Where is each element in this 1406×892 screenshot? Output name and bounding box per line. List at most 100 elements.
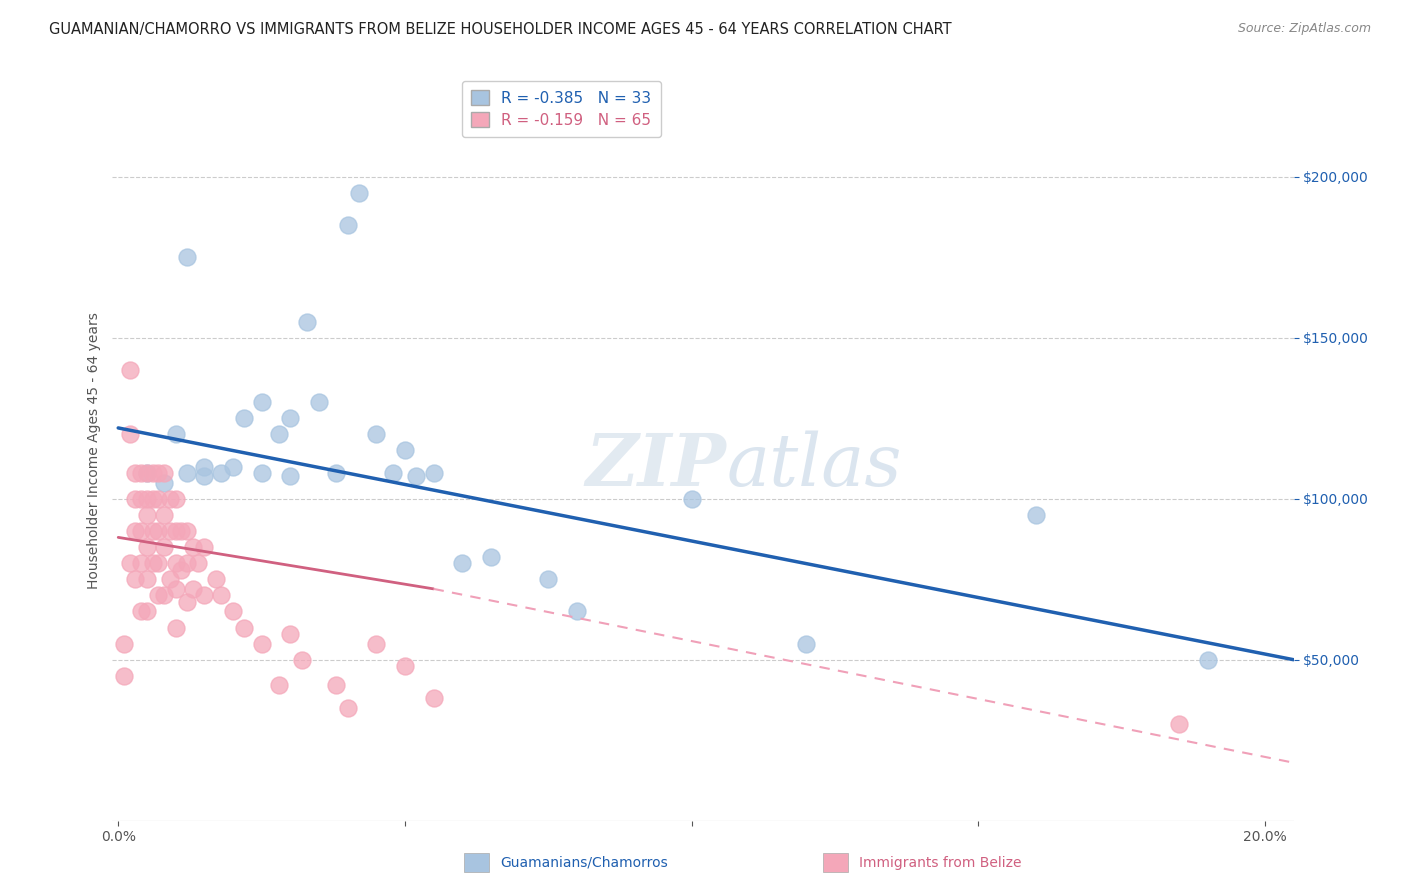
Point	[681, 491, 703, 506]
Point	[267, 678, 290, 692]
Text: GUAMANIAN/CHAMORRO VS IMMIGRANTS FROM BELIZE HOUSEHOLDER INCOME AGES 45 - 64 YEA: GUAMANIAN/CHAMORRO VS IMMIGRANTS FROM BE…	[49, 22, 952, 37]
Point	[193, 469, 215, 483]
Point	[159, 491, 181, 506]
Point	[153, 466, 176, 480]
Point	[165, 556, 187, 570]
Point	[366, 427, 388, 442]
Point	[233, 411, 256, 425]
Point	[142, 556, 165, 570]
Point	[1025, 508, 1047, 522]
Point	[297, 315, 319, 329]
Point	[142, 466, 165, 480]
Point	[135, 540, 157, 554]
Point	[250, 395, 273, 409]
Point	[176, 524, 198, 538]
Point	[170, 524, 193, 538]
Text: Source: ZipAtlas.com: Source: ZipAtlas.com	[1237, 22, 1371, 36]
Text: Immigrants from Belize: Immigrants from Belize	[859, 855, 1022, 870]
Point	[336, 218, 359, 232]
Point	[135, 508, 157, 522]
Point	[129, 491, 152, 506]
Point	[153, 475, 176, 490]
Point	[118, 363, 141, 377]
Point	[135, 491, 157, 506]
Point	[209, 466, 232, 480]
Point	[405, 469, 427, 483]
Point	[278, 411, 301, 425]
Point	[325, 466, 347, 480]
Point	[422, 691, 444, 706]
Point	[250, 637, 273, 651]
Point	[124, 466, 146, 480]
Point	[794, 637, 817, 651]
Point	[187, 556, 209, 570]
Point	[153, 588, 176, 602]
Point	[479, 549, 502, 564]
Point	[129, 604, 152, 618]
Point	[165, 524, 187, 538]
Point	[124, 572, 146, 586]
Point	[118, 427, 141, 442]
Point	[325, 678, 347, 692]
Point	[193, 540, 215, 554]
Point	[181, 582, 204, 596]
Point	[267, 427, 290, 442]
Point	[159, 572, 181, 586]
Point	[142, 491, 165, 506]
Point	[176, 466, 198, 480]
Point	[118, 556, 141, 570]
Point	[250, 466, 273, 480]
Point	[181, 540, 204, 554]
Point	[112, 637, 135, 651]
Point	[308, 395, 330, 409]
Point	[291, 653, 314, 667]
Point	[222, 459, 245, 474]
Point	[451, 556, 474, 570]
Point	[366, 637, 388, 651]
Point	[193, 588, 215, 602]
Point	[1197, 653, 1219, 667]
Text: ZIP: ZIP	[586, 430, 727, 500]
Point	[129, 556, 152, 570]
Point	[422, 466, 444, 480]
Y-axis label: Householder Income Ages 45 - 64 years: Householder Income Ages 45 - 64 years	[87, 312, 101, 589]
Point	[233, 620, 256, 634]
Point	[278, 627, 301, 641]
Point	[336, 701, 359, 715]
Text: Guamanians/Chamorros: Guamanians/Chamorros	[501, 855, 668, 870]
Point	[135, 604, 157, 618]
Point	[142, 524, 165, 538]
Point	[148, 524, 170, 538]
Point	[159, 524, 181, 538]
Point	[135, 466, 157, 480]
Point	[165, 427, 187, 442]
Point	[382, 466, 405, 480]
Point	[176, 595, 198, 609]
Point	[176, 556, 198, 570]
Point	[537, 572, 560, 586]
Point	[148, 466, 170, 480]
Point	[135, 466, 157, 480]
Point	[148, 491, 170, 506]
Point	[176, 250, 198, 264]
Point	[124, 524, 146, 538]
Point	[135, 572, 157, 586]
Point	[129, 466, 152, 480]
Point	[153, 508, 176, 522]
Point	[165, 620, 187, 634]
Point	[209, 588, 232, 602]
Point	[129, 524, 152, 538]
Point	[124, 491, 146, 506]
Point	[394, 659, 416, 673]
Point	[204, 572, 226, 586]
Point	[222, 604, 245, 618]
Point	[165, 582, 187, 596]
Text: atlas: atlas	[727, 430, 903, 500]
Point	[193, 459, 215, 474]
Point	[347, 186, 370, 200]
Point	[1167, 717, 1189, 731]
Point	[148, 556, 170, 570]
Point	[170, 563, 193, 577]
Point	[278, 469, 301, 483]
Point	[565, 604, 588, 618]
